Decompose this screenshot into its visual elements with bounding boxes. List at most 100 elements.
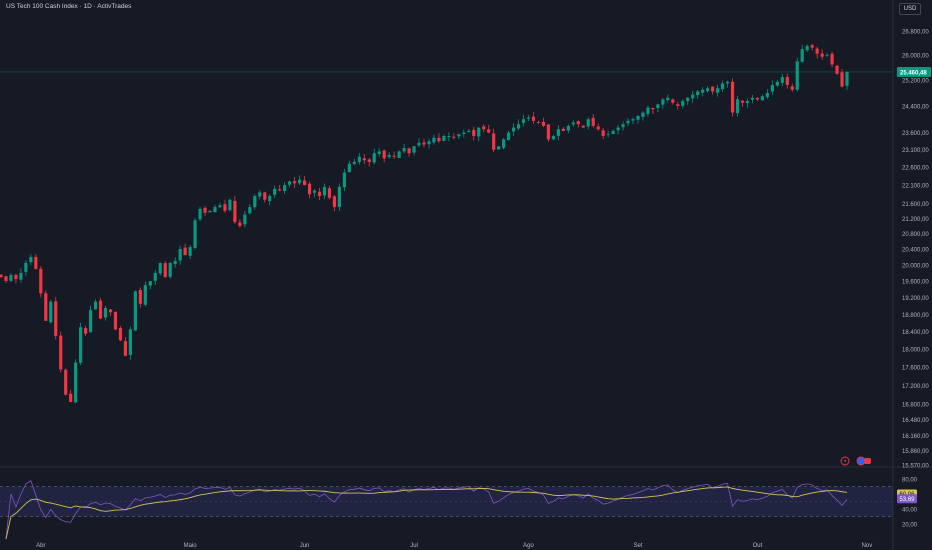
price-tick-label: 23.100,00	[902, 148, 929, 154]
candle-body	[173, 260, 177, 265]
price-tick-label: 21.200,00	[902, 217, 929, 223]
price-tick-label: 16.480,00	[902, 418, 929, 424]
candle-body	[74, 362, 78, 403]
time-axis-label: Jun	[300, 543, 310, 549]
candle-body	[288, 181, 292, 185]
price-tick-label: 23.600,00	[902, 131, 929, 137]
candle-body	[422, 142, 426, 145]
candle-body	[482, 126, 486, 130]
candle-body	[730, 81, 735, 113]
currency-selector[interactable]: USD	[899, 3, 921, 15]
candle-body	[123, 341, 128, 356]
candle-body	[317, 191, 322, 197]
candle-body	[442, 136, 446, 141]
candle-body	[118, 327, 123, 341]
candle-body	[785, 76, 789, 85]
rsi-value-label: 53,69	[900, 497, 916, 503]
time-axis-label: Abr	[36, 543, 45, 549]
candle-body	[492, 133, 496, 150]
candle-body	[332, 196, 337, 208]
candle-body	[49, 301, 53, 323]
candle-body	[656, 104, 660, 109]
candle-body	[228, 199, 232, 211]
price-tick-label: 19.600,00	[902, 280, 929, 286]
time-axis-label: Nov	[862, 543, 873, 549]
candle-body	[561, 128, 565, 131]
candle-body	[312, 190, 317, 193]
candle-body	[651, 107, 655, 110]
candle-body	[536, 122, 541, 124]
time-axis-label: Set	[633, 543, 642, 549]
candle-body	[586, 119, 590, 127]
candle-body	[830, 53, 834, 65]
rsi-tick-label: 80,00	[902, 478, 918, 484]
candle-body	[661, 99, 665, 105]
candle-body	[402, 148, 406, 152]
price-tick-label: 15.570,00	[902, 464, 929, 470]
price-tick-label: 15.860,00	[902, 449, 929, 455]
price-tick-label: 26.000,00	[902, 54, 929, 60]
candle-body	[760, 96, 764, 101]
candle-body	[805, 46, 809, 51]
candle-body	[795, 61, 799, 90]
candle-body	[546, 124, 551, 140]
candle-body	[606, 134, 610, 136]
event-badge[interactable]	[864, 458, 871, 464]
time-axis-label: Ago	[523, 543, 534, 549]
candle-body	[507, 132, 511, 140]
candle-body	[143, 285, 147, 305]
candle-body	[193, 220, 197, 248]
candle-body	[750, 97, 755, 100]
candle-body	[631, 119, 635, 121]
candle-body	[238, 222, 242, 226]
candle-body	[551, 136, 555, 140]
candle-body	[59, 335, 63, 370]
candle-body	[462, 132, 466, 134]
price-tick-label: 17.200,00	[902, 384, 929, 390]
price-tick-label: 21.600,00	[902, 202, 929, 208]
candle-body	[666, 97, 670, 101]
last-price-label: 25.460,48	[900, 70, 927, 76]
candle-body	[432, 137, 436, 143]
candle-body	[218, 205, 222, 208]
candle-body	[770, 84, 774, 92]
candle-body	[601, 130, 605, 137]
lightning-icon[interactable]	[840, 456, 850, 466]
candle-body	[168, 262, 172, 277]
candle-body	[64, 369, 68, 395]
candle-body	[636, 115, 640, 120]
candle-body	[681, 101, 685, 106]
candle-body	[387, 154, 391, 157]
candle-body	[243, 214, 247, 225]
flag-icon[interactable]	[856, 456, 866, 466]
candle-body	[14, 275, 18, 280]
candle-body	[307, 183, 312, 195]
candle-body	[0, 274, 3, 277]
candle-body	[701, 89, 705, 93]
candle-body	[208, 210, 212, 213]
price-tick-label: 25.200,00	[902, 79, 929, 85]
candle-body	[263, 192, 267, 200]
candle-body	[641, 112, 645, 117]
candle-body	[581, 125, 585, 128]
candle-body	[845, 71, 849, 86]
candle-body	[765, 92, 769, 98]
candle-body	[596, 126, 600, 130]
candle-body	[477, 127, 481, 137]
candle-body	[626, 120, 630, 124]
candle-body	[183, 247, 187, 255]
candle-body	[233, 201, 237, 223]
candle-body	[93, 301, 98, 310]
candle-body	[502, 139, 506, 148]
candle-body	[79, 327, 83, 363]
candle-body	[248, 207, 252, 214]
candle-body	[521, 119, 526, 123]
candle-body	[29, 256, 33, 263]
candle-body	[69, 393, 73, 402]
candle-body	[372, 153, 376, 163]
candle-body	[128, 329, 132, 355]
candle-body	[19, 272, 23, 280]
price-tick-label: 18.800,00	[902, 313, 929, 319]
price-tick-label: 22.100,00	[902, 184, 929, 190]
